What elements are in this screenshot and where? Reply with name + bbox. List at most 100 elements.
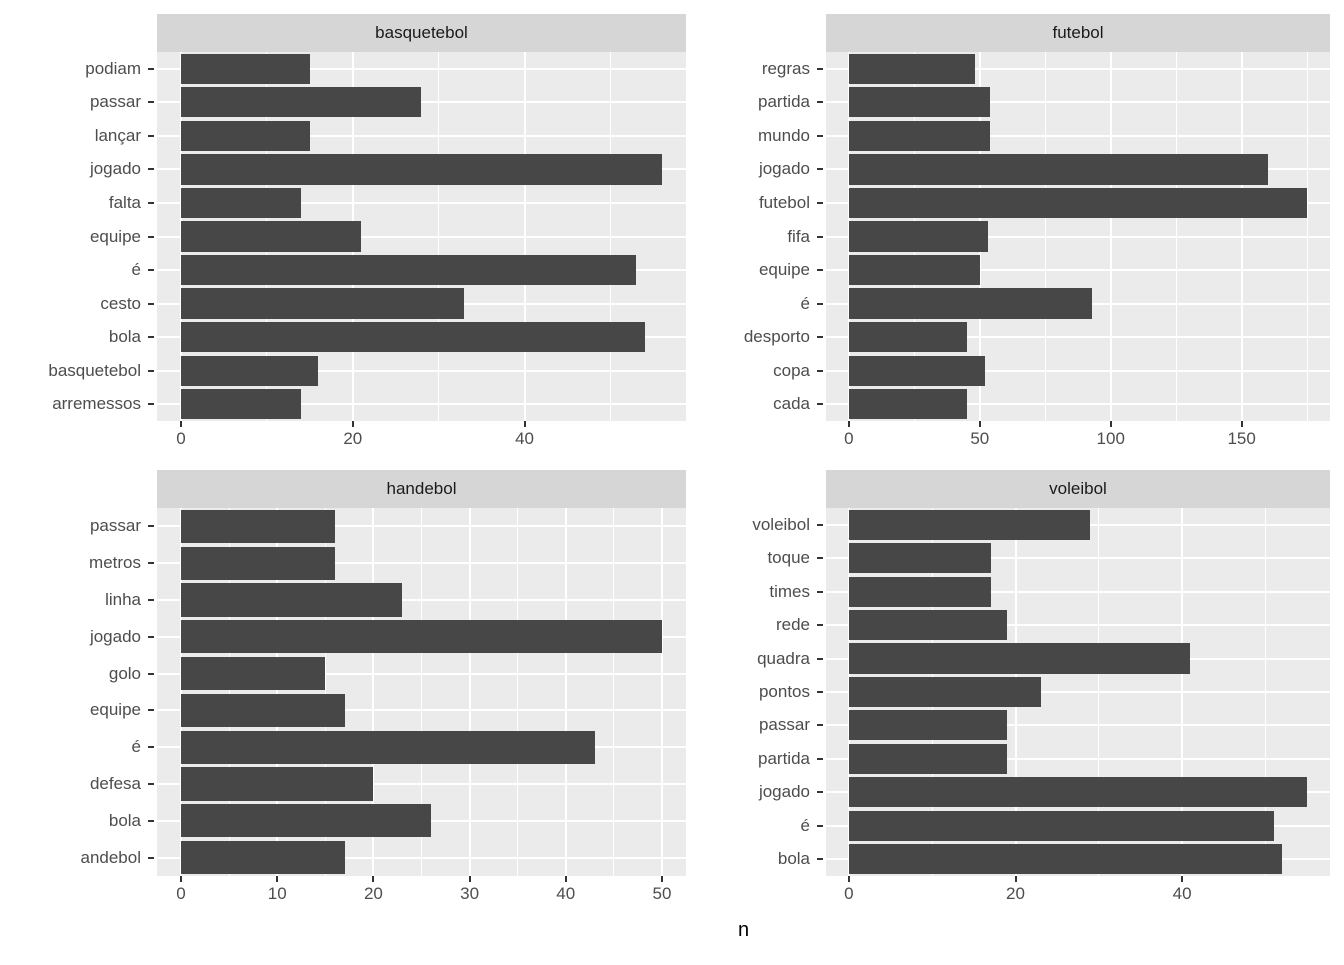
facet-strip: voleibol xyxy=(826,470,1330,508)
y-tick-mark xyxy=(817,67,823,70)
bar-equipe xyxy=(181,221,362,252)
y-tick-mark xyxy=(148,819,154,822)
y-tick-mark xyxy=(148,369,154,372)
y-tick-mark xyxy=(148,782,154,785)
y-axis-label: passar xyxy=(89,516,141,536)
gridline-minor xyxy=(1175,52,1177,421)
x-tick-label: 10 xyxy=(267,884,287,903)
bar-quadra xyxy=(848,643,1191,674)
y-axis-label: quadra xyxy=(757,648,810,668)
bar-passar xyxy=(181,87,422,118)
gridline-category xyxy=(826,724,1330,727)
y-axis-row: passar xyxy=(0,508,157,545)
bar-podiam xyxy=(181,53,310,84)
plot-panel xyxy=(157,508,686,876)
y-axis-label: bola xyxy=(777,849,810,869)
gridline-category xyxy=(157,369,686,372)
y-axis-row: times xyxy=(686,575,826,608)
y-axis-row: toque xyxy=(686,541,826,574)
y-axis-row: jogado xyxy=(686,776,826,809)
y-axis-row: é xyxy=(686,809,826,842)
y-axis-row: quadra xyxy=(686,642,826,675)
y-axis-row: podiam xyxy=(0,52,157,86)
bar-basquetebol xyxy=(181,355,319,386)
x-tick-mark xyxy=(372,876,375,882)
y-axis-row: jogado xyxy=(0,153,157,187)
y-tick-mark xyxy=(148,525,154,528)
y-tick-mark xyxy=(148,168,154,171)
gridline-minor xyxy=(324,508,326,876)
y-tick-mark xyxy=(817,824,823,827)
bar-partida xyxy=(848,87,991,118)
y-tick-mark xyxy=(148,856,154,859)
bar-defesa xyxy=(181,767,374,801)
facet-title: handebol xyxy=(386,479,457,498)
y-axis-label: bola xyxy=(108,810,141,830)
y-axis-row: bola xyxy=(0,802,157,839)
y-axis-label: cada xyxy=(773,394,810,414)
x-tick-label: 30 xyxy=(460,884,480,903)
facet-strip: handebol xyxy=(157,470,686,508)
y-axis-label: jogado xyxy=(89,626,141,646)
facet-handebol: handebol passar metros linha jogado golo equi… xyxy=(0,470,686,906)
y-tick-mark xyxy=(817,624,823,627)
y-axis-label: jogado xyxy=(758,159,810,179)
y-axis-row: equipe xyxy=(0,220,157,254)
y-axis-label: arremessos xyxy=(52,394,141,414)
gridline-category xyxy=(157,134,686,137)
y-tick-mark xyxy=(148,746,154,749)
gridline-category xyxy=(826,101,1330,104)
plot-panel xyxy=(826,508,1330,876)
gridline-category xyxy=(826,757,1330,760)
bar-cada xyxy=(848,389,967,420)
bar-passar xyxy=(181,509,335,543)
gridline-major xyxy=(1109,52,1112,421)
x-tick-label: 40 xyxy=(1172,884,1192,903)
facet-title: futebol xyxy=(1052,23,1104,42)
gridline-category xyxy=(826,403,1330,406)
y-axis-row: falta xyxy=(0,186,157,220)
x-tick-mark xyxy=(1181,876,1184,882)
y-axis-row: pontos xyxy=(686,675,826,708)
bar-bola xyxy=(848,844,1283,875)
bar-é xyxy=(181,730,595,764)
y-axis-label: jogado xyxy=(89,159,141,179)
y-axis-label: times xyxy=(769,581,810,601)
y-axis-label: é xyxy=(131,260,141,280)
gridline-minor xyxy=(613,508,615,876)
y-axis-row: rede xyxy=(686,608,826,641)
gridline-category xyxy=(157,201,686,204)
y-axis-row: bola xyxy=(686,843,826,876)
bar-mundo xyxy=(848,120,991,151)
x-tick-mark xyxy=(180,421,183,427)
y-axis-row: golo xyxy=(0,655,157,692)
y-axis-label: metros xyxy=(89,553,141,573)
bar-equipe xyxy=(181,693,345,727)
gridline-minor xyxy=(1044,52,1046,421)
bar-fifa xyxy=(848,221,988,252)
y-axis-label: defesa xyxy=(89,773,141,793)
y-axis-label: passar xyxy=(758,715,810,735)
y-axis-label: equipe xyxy=(89,226,141,246)
y-axis-label: regras xyxy=(761,58,810,78)
y-axis-row: defesa xyxy=(0,766,157,803)
y-tick-mark xyxy=(148,201,154,204)
x-tick-label: 20 xyxy=(343,429,363,448)
x-tick-mark xyxy=(523,421,526,427)
x-tick-label: 40 xyxy=(556,884,576,903)
y-axis-row: fifa xyxy=(686,220,826,254)
bar-é xyxy=(848,810,1274,841)
y-axis-row: regras xyxy=(686,52,826,86)
y-tick-mark xyxy=(148,302,154,305)
y-axis-label: passar xyxy=(89,92,141,112)
y-axis-row: futebol xyxy=(686,186,826,220)
x-tick-mark xyxy=(351,421,354,427)
y-axis-row: jogado xyxy=(686,153,826,187)
bar-é xyxy=(848,288,1093,319)
y-tick-mark xyxy=(148,562,154,565)
facet-strip: basquetebol xyxy=(157,14,686,52)
y-axis-label: é xyxy=(131,737,141,757)
y-axis-row: jogado xyxy=(0,618,157,655)
bar-jogado xyxy=(848,777,1308,808)
x-tick-label: 50 xyxy=(970,429,990,448)
